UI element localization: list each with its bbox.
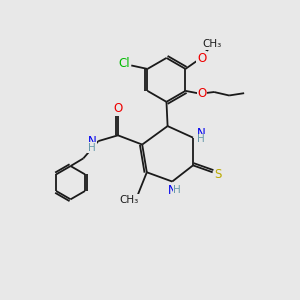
Text: S: S	[215, 168, 222, 181]
Text: O: O	[113, 102, 123, 115]
Text: CH₃: CH₃	[202, 39, 222, 49]
Text: O: O	[197, 52, 206, 64]
Text: N: N	[197, 127, 206, 140]
Text: Cl: Cl	[118, 57, 130, 70]
Text: O: O	[197, 87, 207, 100]
Text: H: H	[88, 142, 96, 153]
Text: N: N	[88, 135, 96, 148]
Text: N: N	[167, 184, 176, 197]
Text: H: H	[197, 134, 205, 145]
Text: CH₃: CH₃	[120, 194, 139, 205]
Text: H: H	[173, 185, 181, 195]
